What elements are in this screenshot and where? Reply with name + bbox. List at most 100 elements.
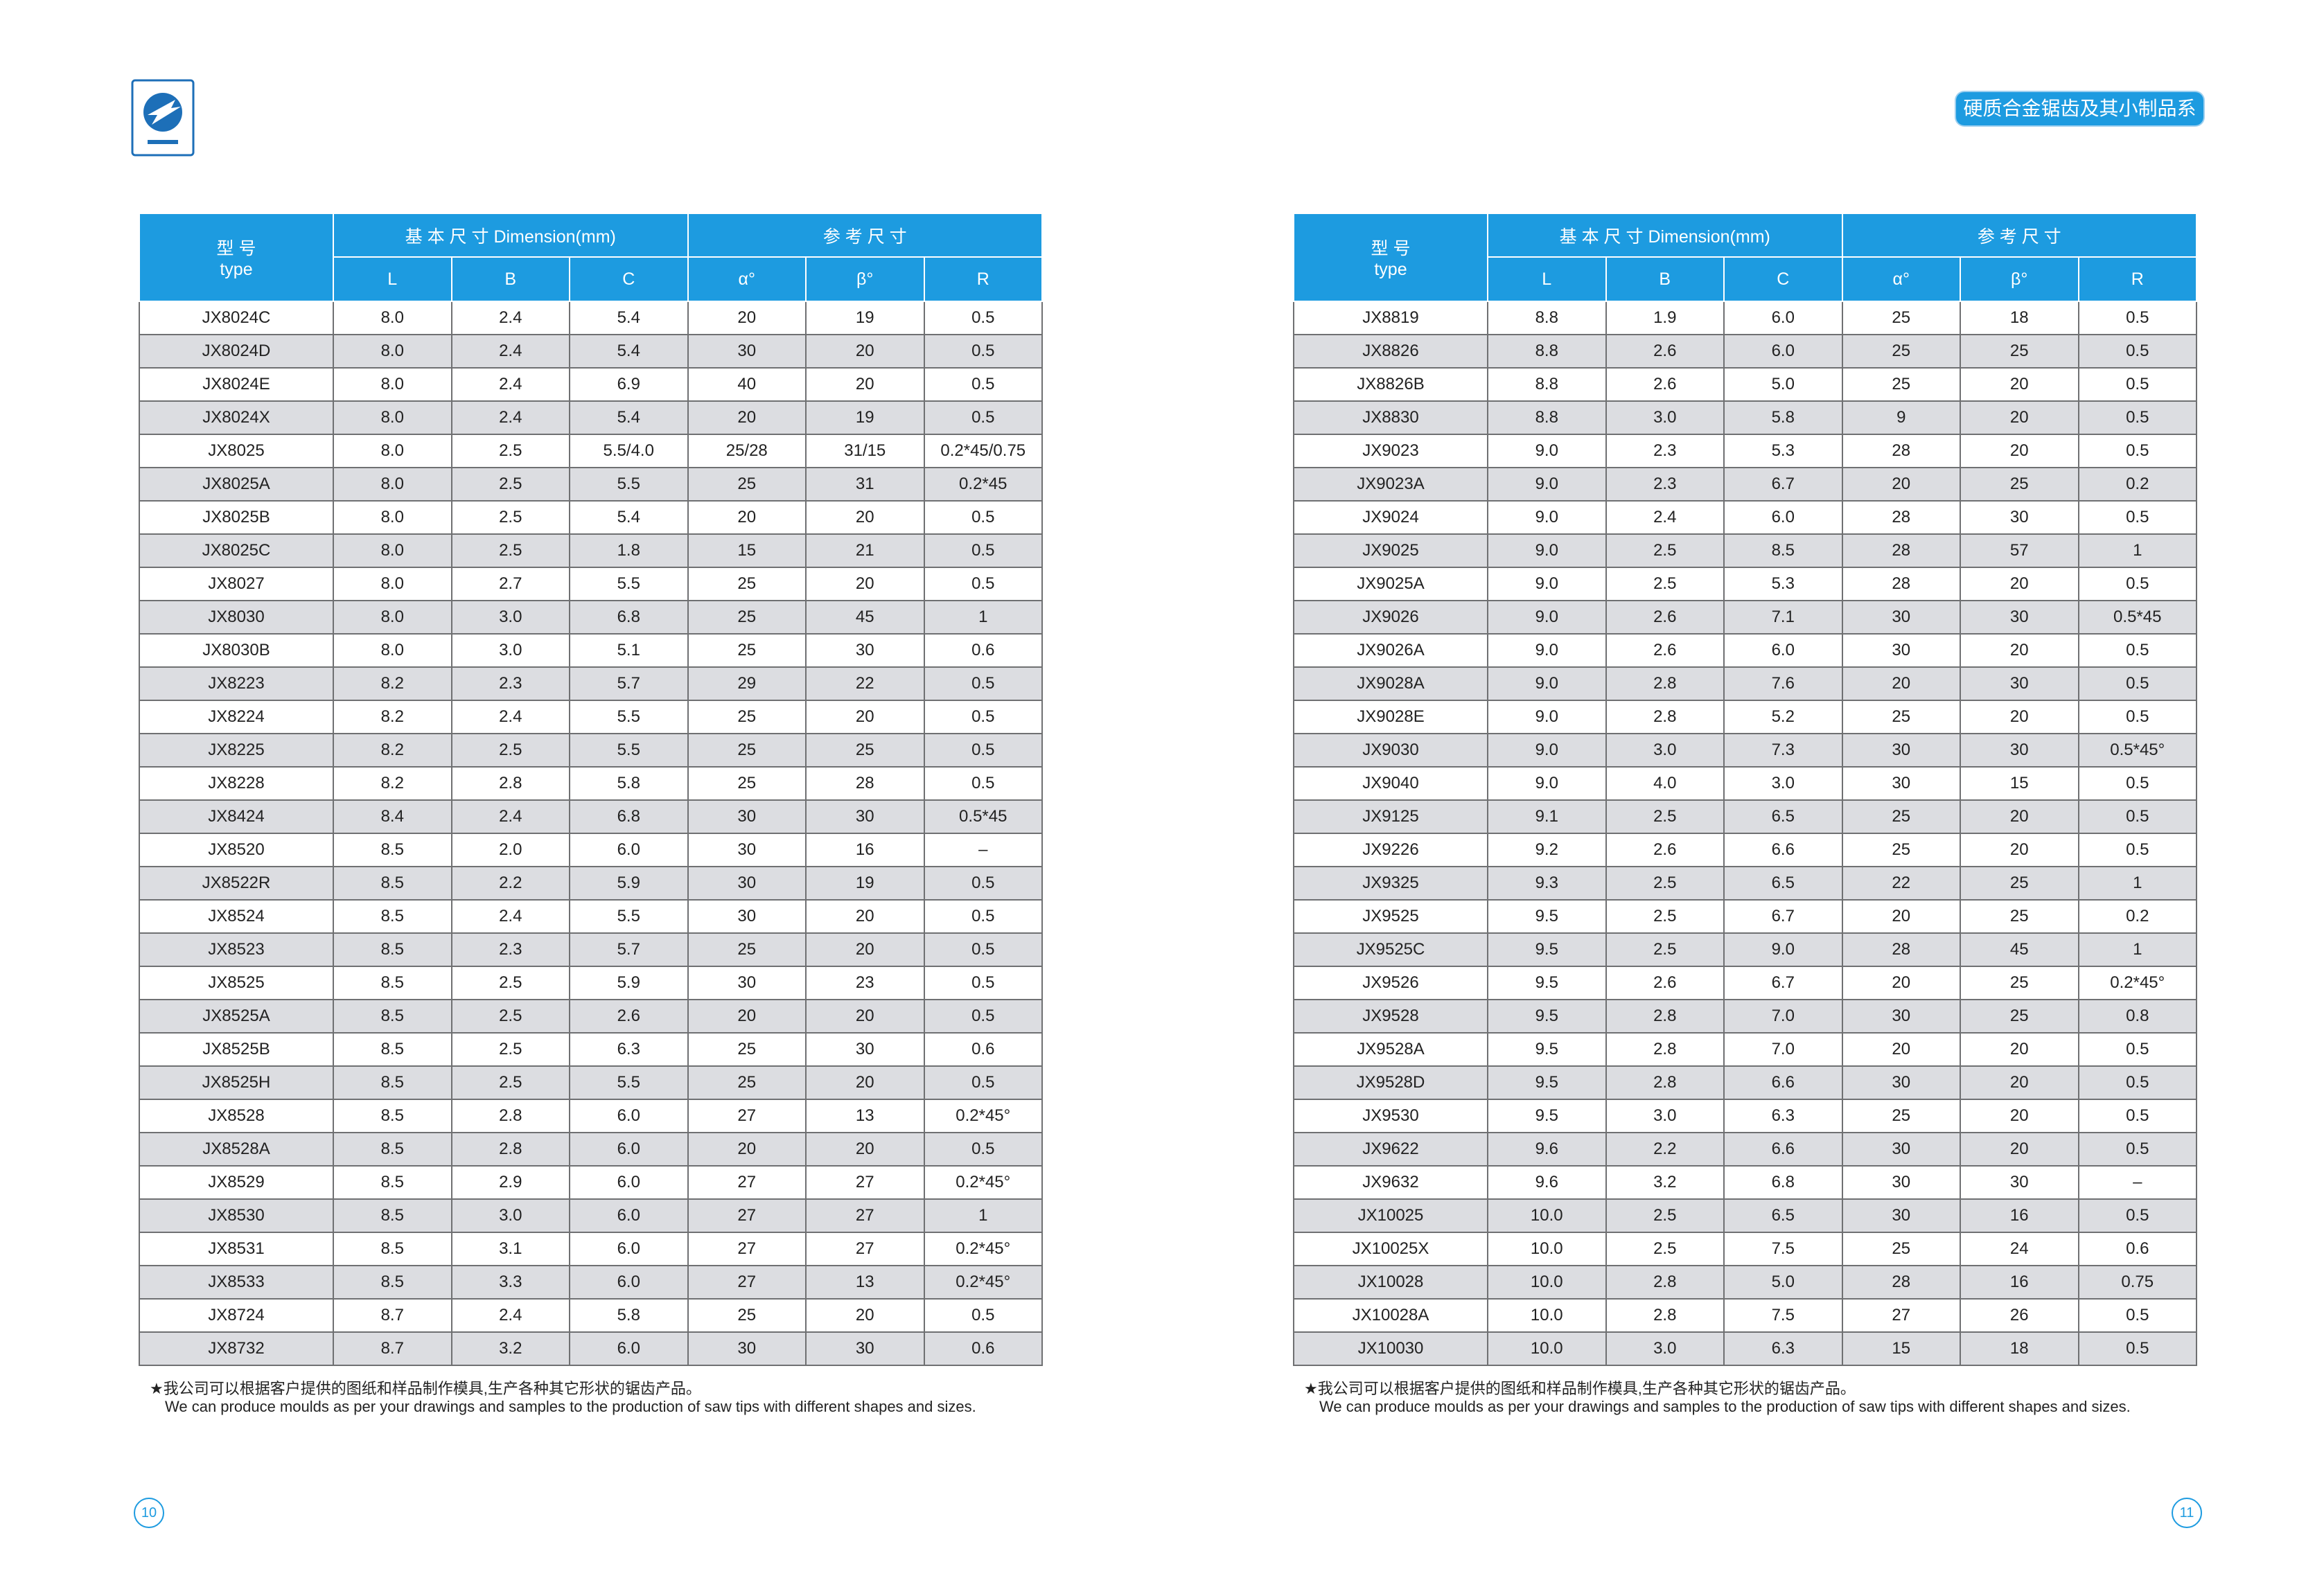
value-cell: 0.5	[2077, 799, 2197, 834]
value-cell: 0.8	[2077, 999, 2197, 1034]
table-row: JX8528 8.5 2.8 6.0 27 13 0.2*45°	[139, 1099, 1043, 1133]
table-row: JX9026 9.0 2.6 7.1 30 30 0.5*45	[1293, 600, 2197, 635]
value-cell: 25	[1841, 334, 1961, 369]
value-cell: 8.5	[333, 999, 452, 1034]
value-cell: 20	[1960, 567, 2079, 601]
value-cell: 25	[1960, 467, 2079, 502]
value-cell: 5.4	[569, 500, 689, 535]
value-cell: 20	[687, 500, 807, 535]
value-cell: 0.5	[923, 966, 1043, 1000]
value-cell: 9	[1841, 400, 1961, 435]
value-cell: 30	[687, 966, 807, 1000]
value-cell: 28	[805, 766, 925, 801]
value-cell: 2.5	[1605, 1198, 1725, 1233]
value-cell: 0.2*45°	[923, 1232, 1043, 1266]
value-cell: 45	[805, 600, 925, 635]
value-cell: 0.2*45/0.75	[923, 434, 1043, 468]
table-row: JX8224 8.2 2.4 5.5 25 20 0.5	[139, 700, 1043, 734]
value-cell: 20	[1960, 1032, 2079, 1067]
value-cell: 2.6	[1605, 600, 1725, 635]
value-cell: 28	[1841, 1265, 1961, 1300]
value-cell: 8.0	[333, 434, 452, 468]
type-cell: JX9528	[1293, 999, 1488, 1034]
group-header: 参 考 尺 寸	[687, 213, 1043, 258]
value-cell: 0.5	[2077, 833, 2197, 867]
type-cell: JX8524	[139, 899, 334, 934]
value-cell: 5.8	[1723, 400, 1843, 435]
type-cell: JX8027	[139, 567, 334, 601]
value-cell: 2.6	[1605, 633, 1725, 668]
value-cell: 8.0	[333, 301, 452, 335]
type-cell: JX9040	[1293, 766, 1488, 801]
type-cell: JX8826B	[1293, 367, 1488, 402]
type-cell: JX8224	[139, 700, 334, 734]
type-cell: JX8030B	[139, 633, 334, 668]
value-cell: 28	[1841, 500, 1961, 535]
value-cell: 9.0	[1487, 666, 1607, 701]
value-cell: 20	[1841, 1032, 1961, 1067]
value-cell: 3.1	[450, 1232, 570, 1266]
value-cell: 6.7	[1723, 467, 1843, 502]
value-cell: 20	[1960, 799, 2079, 834]
value-cell: 27	[805, 1198, 925, 1233]
value-cell: 30	[687, 899, 807, 934]
value-cell: 25/28	[687, 434, 807, 468]
type-cell: JX10025X	[1293, 1232, 1488, 1266]
value-cell: 20	[805, 999, 925, 1034]
value-cell: 30	[805, 633, 925, 668]
value-cell: 2.2	[1605, 1132, 1725, 1167]
table-row: JX8826 8.8 2.6 6.0 25 25 0.5	[1293, 334, 2197, 369]
value-cell: 3.0	[1605, 1331, 1725, 1366]
value-cell: 20	[1960, 633, 2079, 668]
value-cell: 0.2	[2077, 467, 2197, 502]
note: ★我公司可以根据客户提供的图纸和样品制作模具,生产各种其它形状的锯齿产品。 We …	[1304, 1380, 2131, 1416]
value-cell: 25	[687, 467, 807, 502]
value-cell: 16	[1960, 1198, 2079, 1233]
value-cell: 2.5	[450, 500, 570, 535]
value-cell: 6.0	[569, 1232, 689, 1266]
type-cell: JX8030	[139, 600, 334, 635]
value-cell: 25	[687, 733, 807, 768]
value-cell: 30	[687, 1331, 807, 1366]
type-cell: JX9530	[1293, 1099, 1488, 1133]
value-cell: 6.0	[569, 1132, 689, 1167]
value-cell: 2.8	[1605, 1265, 1725, 1300]
value-cell: 0.2*45°	[2077, 966, 2197, 1000]
table-row: JX9040 9.0 4.0 3.0 30 15 0.5	[1293, 766, 2197, 801]
value-cell: 20	[1960, 833, 2079, 867]
table-row: JX8531 8.5 3.1 6.0 27 27 0.2*45°	[139, 1232, 1043, 1266]
value-cell: 7.5	[1723, 1298, 1843, 1333]
value-cell: 8.7	[333, 1331, 452, 1366]
value-cell: 20	[805, 500, 925, 535]
value-cell: 5.7	[569, 932, 689, 967]
value-cell: 30	[1960, 1165, 2079, 1200]
value-cell: 8.5	[333, 1132, 452, 1167]
value-cell: 19	[805, 301, 925, 335]
value-cell: 30	[1841, 1132, 1961, 1167]
value-cell: 0.5	[923, 666, 1043, 701]
type-cell: JX8024D	[139, 334, 334, 369]
value-cell: 5.5	[569, 467, 689, 502]
value-cell: 8.5	[333, 932, 452, 967]
series-title: 硬质合金锯齿及其小制品系列	[1956, 92, 2203, 152]
type-cell: JX9226	[1293, 833, 1488, 867]
value-cell: 9.0	[1487, 500, 1607, 535]
value-cell: 0.5	[2077, 1331, 2197, 1366]
table-row: JX9028A 9.0 2.8 7.6 20 30 0.5	[1293, 666, 2197, 701]
value-cell: 25	[1841, 1232, 1961, 1266]
value-cell: 0.5	[2077, 301, 2197, 335]
table-row: JX8030 8.0 3.0 6.8 25 45 1	[139, 600, 1043, 635]
value-cell: 15	[1960, 766, 2079, 801]
value-cell: 27	[687, 1099, 807, 1133]
value-cell: 8.0	[333, 600, 452, 635]
value-cell: 8.8	[1487, 367, 1607, 402]
value-cell: 8.0	[333, 633, 452, 668]
type-cell: JX8826	[1293, 334, 1488, 369]
value-cell: 6.7	[1723, 966, 1843, 1000]
value-cell: 7.1	[1723, 600, 1843, 635]
value-cell: 15	[687, 533, 807, 568]
type-cell: JX10028	[1293, 1265, 1488, 1300]
value-cell: 2.5	[450, 1065, 570, 1100]
value-cell: 20	[1841, 467, 1961, 502]
